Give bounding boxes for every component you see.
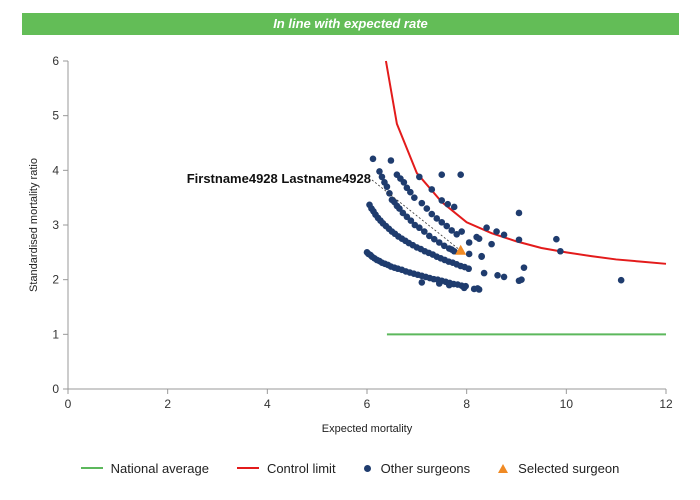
control-limit-swatch <box>236 467 259 469</box>
x-tick-label: 4 <box>264 397 271 411</box>
other-surgeon-point <box>411 194 418 201</box>
legend-item-national-average[interactable]: National average <box>80 460 209 476</box>
other-surgeon-point <box>500 231 508 239</box>
other-surgeon-point <box>617 276 625 284</box>
other-surgeon-point <box>443 222 451 230</box>
other-surgeon-point <box>416 224 423 232</box>
other-surgeon-point <box>418 199 426 207</box>
x-tick-label: 6 <box>364 397 371 411</box>
x-tick-label: 0 <box>65 397 72 411</box>
other-surgeon-point <box>378 173 386 181</box>
other-surgeon-point <box>376 168 383 175</box>
legend-label: National average <box>110 460 209 476</box>
other-surgeon-point <box>460 284 468 292</box>
other-surgeon-point <box>515 209 523 217</box>
other-surgeons-swatch <box>363 464 371 472</box>
other-surgeon-point <box>369 155 377 163</box>
legend-label: Selected surgeon <box>518 460 620 476</box>
other-surgeon-point <box>465 265 472 273</box>
other-surgeon-point <box>387 157 395 164</box>
other-surgeon-point <box>515 236 523 244</box>
other-surgeon-point <box>520 264 528 271</box>
other-surgeon-point <box>480 269 488 277</box>
other-surgeon-point <box>416 173 423 181</box>
other-surgeon-point <box>438 171 446 179</box>
selected-surgeon-callout: Firstname4928 Lastname4928 <box>187 171 371 186</box>
other-surgeon-point <box>474 285 481 292</box>
chart-legend: National average Control limit Other sur… <box>0 458 700 478</box>
other-surgeon-point <box>494 271 501 279</box>
other-surgeon-point <box>421 228 428 235</box>
x-tick-label: 2 <box>164 397 171 411</box>
other-surgeon-point <box>418 279 426 286</box>
other-surgeon-point <box>407 188 414 196</box>
other-surgeon-point <box>457 171 464 179</box>
other-surgeon-point <box>433 215 441 222</box>
series-layer <box>363 60 667 336</box>
other-surgeon-point <box>450 247 458 255</box>
x-axis-title: Expected mortality <box>322 423 413 435</box>
other-surgeon-point <box>400 179 408 186</box>
legend-item-other-surgeons[interactable]: Other surgeons <box>363 460 471 476</box>
other-surgeon-point <box>435 239 443 246</box>
legend-label: Other surgeons <box>380 460 471 476</box>
other-surgeon-point <box>465 239 473 246</box>
other-surgeon-point <box>448 227 456 234</box>
x-tick-label: 12 <box>659 397 673 411</box>
legend-item-selected-surgeon[interactable]: Selected surgeon <box>498 461 619 476</box>
other-surgeon-point <box>428 186 436 193</box>
x-tick-label: 10 <box>560 397 574 411</box>
other-surgeon-point <box>444 200 452 208</box>
other-surgeon-point <box>438 218 446 226</box>
y-tick-label: 2 <box>52 273 59 287</box>
status-banner: In line with expected rate <box>22 13 679 35</box>
other-surgeon-point <box>500 273 508 281</box>
other-surgeon-point <box>435 280 443 287</box>
legend-item-control-limit[interactable]: Control limit <box>236 460 336 476</box>
other-surgeon-point <box>425 232 433 240</box>
other-surgeon-point <box>438 197 446 204</box>
other-surgeon-point <box>430 235 438 243</box>
y-tick-label: 6 <box>52 54 59 68</box>
y-tick-label: 1 <box>52 327 59 341</box>
y-tick-label: 5 <box>52 109 59 123</box>
y-tick-label: 0 <box>52 382 59 396</box>
selected-surgeon-swatch <box>498 463 509 473</box>
national-average-swatch <box>80 467 103 469</box>
other-surgeon-point <box>465 250 473 258</box>
legend-label: Control limit <box>266 460 336 476</box>
other-surgeon-point <box>475 235 483 242</box>
other-surgeon-point <box>440 242 448 250</box>
other-surgeon-point <box>428 210 436 218</box>
other-surgeon-point <box>557 247 564 255</box>
other-surgeon-point <box>458 228 465 235</box>
other-surgeon-point <box>453 230 461 238</box>
other-surgeon-point <box>423 205 431 212</box>
y-tick-label: 3 <box>52 218 59 232</box>
other-surgeon-point <box>450 203 458 211</box>
other-surgeon-point <box>483 224 490 232</box>
other-surgeon-point <box>553 235 560 243</box>
x-tick-label: 8 <box>463 397 470 411</box>
other-surgeon-point <box>445 281 453 289</box>
other-surgeon-point <box>407 217 415 224</box>
other-surgeon-point <box>478 252 485 260</box>
callout-leader-line <box>371 179 461 252</box>
y-tick-label: 4 <box>52 163 59 177</box>
other-surgeon-point <box>383 183 391 191</box>
other-surgeon-point <box>488 240 495 248</box>
other-surgeon-point <box>518 276 525 283</box>
other-surgeon-point <box>493 228 500 235</box>
y-axis-title: Standardised mortality ratio <box>28 158 40 292</box>
selected-surgeon-point <box>455 244 467 255</box>
